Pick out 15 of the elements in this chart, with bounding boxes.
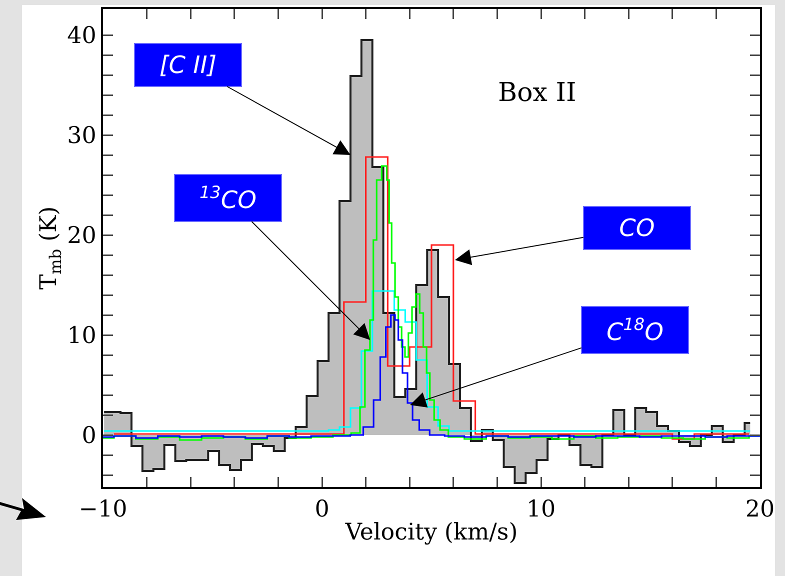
y-tick-label: 0: [82, 423, 96, 450]
annotation: $^{13}$CO: [199, 182, 257, 214]
x-tick-label: 10: [526, 496, 556, 523]
annotation: C$^{18}$O: [606, 314, 664, 346]
y-tick-label: 30: [67, 123, 96, 150]
annotation: [C II]: [159, 51, 217, 79]
x-tick-label: 20: [745, 496, 775, 523]
x-axis-title: Velocity (km/s): [344, 520, 518, 546]
y-tick-label: 40: [67, 23, 96, 50]
y-tick-label: 10: [67, 323, 96, 350]
annotation: Box II: [498, 78, 576, 108]
annotation: CO: [619, 214, 655, 242]
x-tick-label: −10: [78, 496, 128, 523]
x-tick-label: 0: [314, 496, 330, 523]
y-tick-label: 20: [67, 223, 96, 250]
